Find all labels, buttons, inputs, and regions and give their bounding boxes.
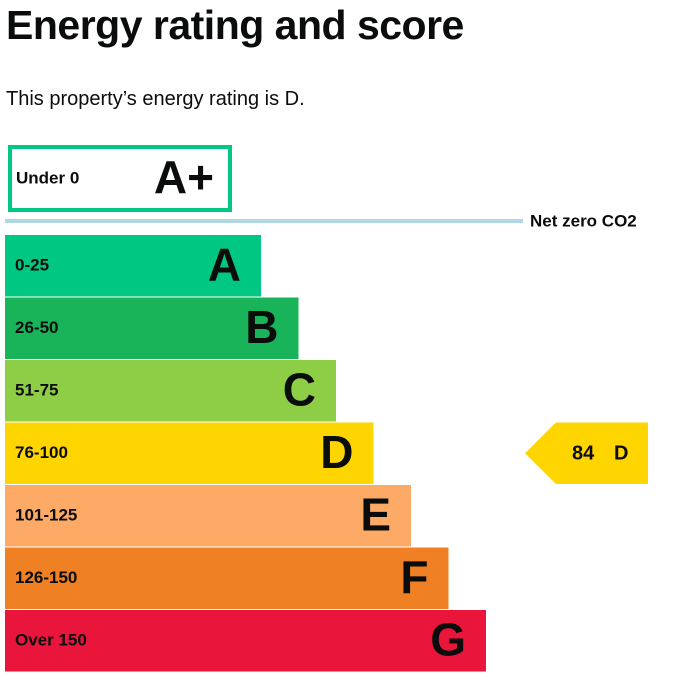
band: [5, 297, 299, 359]
band-letter: G: [430, 613, 466, 665]
band-range: 126-150: [15, 568, 77, 587]
band: [5, 235, 261, 297]
band-range: 26-50: [15, 318, 58, 337]
band-range: 76-100: [15, 443, 68, 462]
band-letter: B: [245, 301, 278, 353]
band-letter: A: [208, 238, 241, 290]
top-band: [8, 145, 232, 212]
net-zero-label: Net zero CO2: [530, 211, 637, 230]
band-range: Over 150: [15, 631, 87, 650]
band-letter: F: [400, 551, 428, 603]
band-range: Under 0: [16, 168, 79, 187]
band-range: 101-125: [15, 506, 77, 525]
band-letter: C: [283, 363, 316, 415]
band-letter: D: [320, 426, 353, 478]
band: [5, 547, 449, 609]
band: [5, 485, 411, 547]
band-range: 0-25: [15, 256, 49, 275]
band-letter: A+: [154, 151, 214, 203]
band-letter: E: [360, 488, 391, 540]
rating-indicator: [525, 422, 648, 484]
current-rating: D: [614, 443, 628, 465]
band: [5, 610, 486, 672]
title: Energy rating and score: [6, 2, 464, 48]
band-range: 51-75: [15, 381, 58, 400]
band: [5, 422, 374, 484]
current-score: 84: [572, 443, 595, 465]
band: [5, 360, 336, 422]
intro: This property’s energy rating is D.: [6, 88, 305, 110]
